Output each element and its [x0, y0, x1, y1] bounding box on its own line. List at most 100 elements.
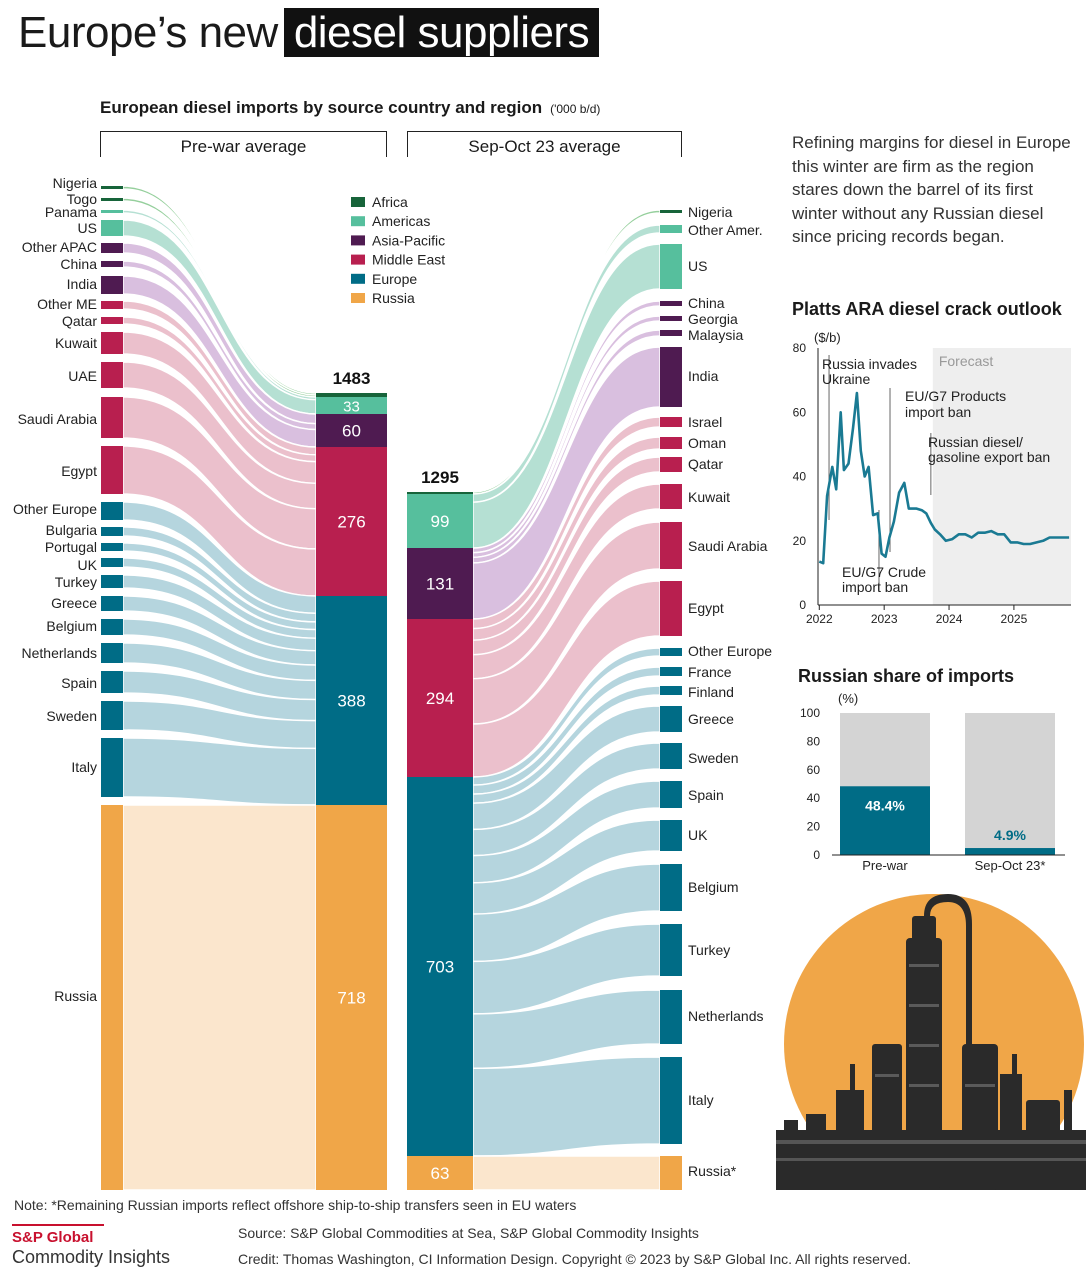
right-country-label-turkey: Turkey [688, 942, 730, 958]
left-country-bar-belgium [101, 619, 123, 635]
logo-line-2: Commodity Insights [12, 1247, 171, 1267]
left-country-label-us: US [78, 220, 97, 236]
legend-label-africa: Africa [372, 194, 408, 210]
left-country-bar-china [101, 261, 123, 267]
crack-chart-title: Platts ARA diesel crack outlook [792, 299, 1062, 319]
left-country-bar-other-apac [101, 243, 123, 253]
credit-text: Credit: Thomas Washington, CI Informatio… [238, 1251, 912, 1267]
crack-y-tick-60: 60 [793, 405, 807, 419]
left-country-bar-kuwait [101, 332, 123, 354]
right-country-label-oman: Oman [688, 435, 726, 451]
left-region-value-americas: 33 [343, 399, 360, 416]
left-country-label-italy: Italy [71, 759, 97, 775]
left-country-bar-sweden [101, 701, 123, 730]
right-country-label-qatar: Qatar [688, 456, 723, 472]
left-country-bar-other-me [101, 301, 123, 309]
left-country-label-bulgaria: Bulgaria [46, 522, 98, 538]
left-country-label-kuwait: Kuwait [55, 335, 97, 351]
sankey-flows [122, 185, 661, 1191]
share-chart-title: Russian share of imports [798, 666, 1015, 686]
right-country-bar-kuwait [660, 484, 682, 509]
legend-swatch-asia-pacific [351, 235, 365, 246]
left-region-value-asia-pacific: 60 [342, 422, 361, 441]
right-country-bar-india [660, 347, 682, 407]
right-region-bar-americas [407, 494, 473, 548]
left-total-label: 1483 [333, 369, 371, 388]
legend-label-russia: Russia [372, 290, 415, 306]
crack-y-tick-40: 40 [793, 470, 807, 484]
main-chart-unit: ('000 b/d) [550, 102, 601, 116]
right-total-label: 1295 [421, 468, 459, 487]
left-country-bar-nigeria [101, 186, 123, 189]
right-country-bar-saudi-arabia [660, 522, 682, 569]
right-country-bar-us [660, 244, 682, 289]
right-country-bar-spain [660, 781, 682, 808]
left-country-label-russia: Russia [54, 988, 97, 1004]
right-country-bar-other-amer [660, 225, 682, 233]
share-y-tick-80: 80 [807, 734, 821, 748]
crack-y-unit: ($/b) [814, 330, 841, 345]
refinery-illustration [776, 894, 1086, 1190]
sankey-chart: 33 60 276 388 718 99 131 294 703 63 1483 1295 Niger… [13, 175, 772, 1191]
title-highlight: diesel suppliers [283, 8, 600, 57]
right-country-label-sweden: Sweden [688, 750, 739, 766]
left-country-bar-saudi-arabia [101, 397, 123, 438]
right-country-bar-qatar [660, 457, 682, 472]
right-country-label-france: France [688, 664, 732, 680]
left-region-bar-middle-east [316, 447, 387, 596]
left-country-bar-togo [101, 198, 123, 201]
left-country-bar-russia [101, 805, 123, 1190]
left-country-label-egypt: Egypt [61, 463, 97, 479]
crack-y-tick-80: 80 [793, 341, 807, 355]
left-country-bar-uk [101, 558, 123, 567]
right-country-bar-uk [660, 820, 682, 851]
left-country-bar-uae [101, 362, 123, 388]
left-country-label-india: India [67, 276, 98, 292]
right-region-bar-asia-pacific [407, 548, 473, 619]
page-title: Europe’s new diesel suppliers [18, 8, 600, 58]
legend-swatch-russia [351, 293, 365, 303]
left-country-bar-egypt [101, 446, 123, 494]
left-country-bar-qatar [101, 317, 123, 324]
right-country-bar-egypt [660, 581, 682, 636]
legend-label-americas: Americas [372, 213, 430, 229]
right-country-label-malaysia: Malaysia [688, 327, 743, 343]
right-region-bar-russia [407, 1156, 473, 1190]
right-country-label-italy: Italy [688, 1092, 714, 1108]
refinery-silhouette [776, 894, 1086, 1190]
left-country-label-china: China [60, 256, 97, 272]
legend-label-middle-east: Middle East [372, 252, 445, 268]
legend-swatch-americas [351, 216, 365, 227]
crack-x-tick-2025: 2025 [1001, 612, 1028, 626]
right-country-label-spain: Spain [688, 787, 724, 803]
right-country-bar-nigeria [660, 210, 682, 213]
share-bar-bg-sep-oct-23 [965, 713, 1055, 855]
annotation-3: EU/G7 Products import ban [905, 388, 1006, 420]
share-category-sep-oct-23: Sep-Oct 23* [975, 858, 1046, 873]
share-category-pre-war: Pre-war [862, 858, 908, 873]
left-country-bar-panama [101, 210, 123, 213]
sankey-nodes: 33 60 276 388 718 99 131 294 703 63 1483 1295 [101, 186, 682, 1190]
right-country-bar-oman [660, 437, 682, 449]
left-country-label-togo: Togo [67, 191, 98, 207]
share-y-unit: (%) [838, 691, 858, 706]
crack-x-tick-2023: 2023 [871, 612, 898, 626]
left-flow-russia [122, 804, 317, 1191]
right-region-value-asia-pacific: 131 [426, 575, 454, 594]
left-flow-italy [122, 737, 317, 806]
right-country-label-saudi-arabia: Saudi Arabia [688, 538, 768, 554]
sankey-legend: Africa Americas Asia-Pacific Middle East Eur… [351, 194, 445, 306]
share-y-tick-100: 100 [800, 706, 820, 720]
footnote: Note: *Remaining Russian imports reflect… [14, 1197, 577, 1213]
left-region-bar-russia [316, 805, 387, 1190]
right-country-label-israel: Israel [688, 414, 722, 430]
left-country-label-other-me: Other ME [37, 296, 97, 312]
left-region-bar-americas [316, 397, 387, 414]
logo-line-1: S&P Global [12, 1229, 94, 1246]
share-y-tick-20: 20 [807, 820, 821, 834]
left-country-label-belgium: Belgium [46, 618, 97, 634]
left-region-bar-africa [316, 393, 387, 397]
right-country-bar-france [660, 667, 682, 676]
main-chart-subtitle: European diesel imports by source countr… [100, 98, 600, 118]
